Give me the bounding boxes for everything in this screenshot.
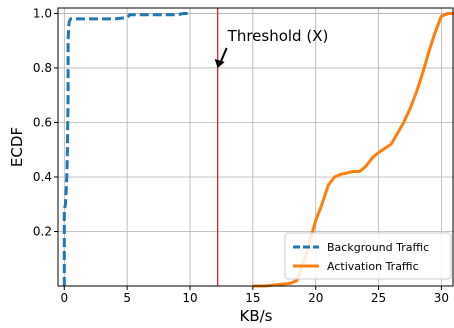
threshold-annotation-text: Threshold (X) [227,27,329,45]
grid [58,8,454,286]
annotation-arrow-shaft [219,47,228,63]
x-tick-labels: 0 5 10 15 20 25 30 [60,286,449,305]
legend: Background Traffic Activation Traffic [284,232,452,280]
x-tick-label: 0 [60,291,68,305]
threshold-annotation: Threshold (X) [214,27,329,68]
y-tick-labels: 0.2 0.4 0.6 0.8 1.0 [33,6,58,238]
y-tick-label: 0.8 [33,61,52,75]
x-tick-label: 20 [308,291,323,305]
y-axis-label: ECDF [8,127,26,167]
y-tick-label: 0.2 [33,224,52,238]
x-tick-label: 5 [123,291,131,305]
x-axis-label: KB/s [240,307,273,325]
x-tick-label: 15 [245,291,260,305]
y-tick-label: 0.6 [33,115,52,129]
annotation-arrow-head [214,58,225,68]
x-tick-label: 25 [371,291,386,305]
legend-box [284,232,452,280]
legend-label-0: Background Traffic [327,241,429,254]
legend-label-1: Activation Traffic [327,260,419,273]
y-tick-label: 0.4 [33,170,52,184]
y-tick-label: 1.0 [33,6,52,20]
x-tick-label: 30 [434,291,449,305]
plot-frame [57,7,454,287]
series-line-0 [62,12,190,286]
x-tick-label: 10 [182,291,197,305]
